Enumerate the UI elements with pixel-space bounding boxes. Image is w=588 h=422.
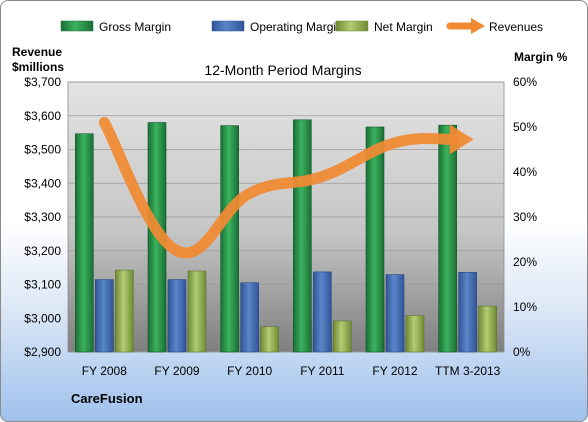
legend-swatch-revenues-arrowhead — [471, 18, 485, 34]
x-axis-category-label: TTM 3-2013 — [435, 364, 501, 378]
company-name: CareFusion — [71, 391, 143, 406]
left-axis-tick-label: $3,600 — [24, 109, 61, 123]
bars — [75, 119, 497, 353]
operating-margin-bar — [240, 282, 259, 353]
left-axis-label-line1: Revenue — [12, 45, 62, 59]
net-margin-bar — [405, 315, 425, 353]
x-axis-category-label: FY 2009 — [154, 364, 199, 378]
right-axis-ticks: 0% 10% 20% 30% 40% 50% 60% — [513, 75, 537, 359]
net-margin-bar — [333, 320, 352, 353]
legend-label-revenues: Revenues — [489, 20, 543, 34]
legend-swatch-net — [335, 20, 369, 32]
gridlines — [68, 81, 504, 353]
left-axis-label-line2: $millions — [12, 60, 64, 74]
gross-margin-bar — [365, 126, 385, 353]
x-axis-category-label: FY 2010 — [227, 364, 272, 378]
left-axis-tick-label: $3,700 — [24, 75, 61, 89]
left-axis-tick-label: $3,100 — [24, 278, 61, 292]
left-axis-tick-label: $3,200 — [24, 244, 61, 258]
left-axis-tick-label: $3,300 — [24, 210, 61, 224]
right-axis-tick-label: 40% — [513, 165, 537, 179]
legend-swatch-gross — [60, 20, 94, 32]
net-margin-bar — [187, 270, 207, 353]
left-axis-ticks: $2,900 $3,000 $3,100 $3,200 $3,300 $3,400 $3,5… — [24, 75, 61, 359]
operating-margin-bar — [458, 272, 477, 353]
legend-label-operating: Operating Margin — [250, 20, 343, 34]
operating-margin-bar — [95, 279, 114, 353]
operating-margin-bar — [385, 274, 405, 353]
right-axis-tick-label: 30% — [513, 210, 537, 224]
legend-label-gross: Gross Margin — [99, 20, 171, 34]
left-axis-tick-label: $3,400 — [24, 176, 61, 190]
gross-margin-bar — [293, 119, 312, 353]
right-axis-label: Margin % — [514, 50, 568, 64]
x-axis-category-label: FY 2012 — [372, 364, 417, 378]
right-axis-tick-label: 10% — [513, 300, 537, 314]
left-axis-tick-label: $3,000 — [24, 311, 61, 325]
right-axis-tick-label: 0% — [513, 345, 531, 359]
legend: Gross Margin Operating Margin Net Margin… — [60, 18, 543, 34]
right-axis-tick-label: 20% — [513, 255, 537, 269]
gross-margin-bar — [220, 125, 239, 353]
gross-margin-bar — [75, 133, 94, 353]
x-axis-labels: FY 2008 FY 2009 FY 2010 FY 2011 FY 2012 TTM 3… — [82, 364, 501, 378]
operating-margin-bar — [313, 271, 332, 353]
gross-margin-bar — [438, 124, 457, 353]
revenues-line-arrowhead — [449, 124, 474, 155]
legend-swatch-operating — [211, 20, 245, 32]
revenues-line — [98, 117, 474, 259]
x-axis-category-label: FY 2011 — [300, 364, 345, 378]
legend-label-net: Net Margin — [374, 20, 433, 34]
right-axis-tick-label: 60% — [513, 75, 537, 89]
net-margin-bar — [478, 305, 497, 353]
operating-margin-bar — [167, 279, 187, 353]
chart-title: 12-Month Period Margins — [204, 62, 361, 78]
net-margin-bar — [115, 269, 134, 353]
net-margin-bar — [260, 326, 279, 353]
right-axis-tick-label: 50% — [513, 120, 537, 134]
left-axis-tick-label: $2,900 — [24, 345, 61, 359]
left-axis-tick-label: $3,500 — [24, 143, 61, 157]
x-axis-category-label: FY 2008 — [82, 364, 127, 378]
